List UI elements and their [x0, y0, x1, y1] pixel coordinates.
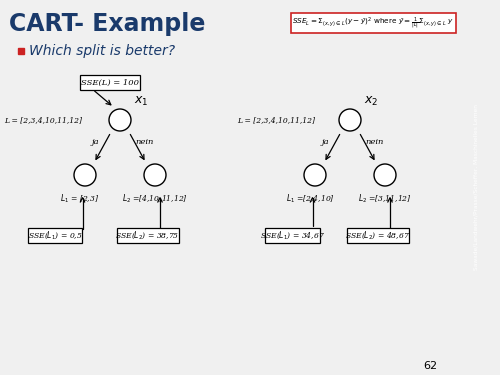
Text: $L_2$ =[3,11,12]: $L_2$ =[3,11,12]: [358, 192, 412, 205]
Text: SSE($L_2$) = 48,67: SSE($L_2$) = 48,67: [345, 229, 410, 241]
Text: Which split is better?: Which split is better?: [29, 44, 175, 58]
Circle shape: [74, 164, 96, 186]
Text: $L_1$ =[2,4,10]: $L_1$ =[2,4,10]: [286, 192, 335, 205]
FancyBboxPatch shape: [346, 228, 408, 243]
Text: CART- Example: CART- Example: [9, 12, 205, 36]
Text: SSE($L_1$) = 34,67: SSE($L_1$) = 34,67: [260, 229, 325, 241]
Circle shape: [109, 109, 131, 131]
Text: $SSE_L = \Sigma_{(x,y) \in L}(y - \bar{y})^2$$\mathrm{\ where\ } \bar{y} = \frac: $SSE_L = \Sigma_{(x,y) \in L}(y - \bar{y…: [292, 15, 454, 31]
Text: SSE($L_2$) = 38,75: SSE($L_2$) = 38,75: [116, 229, 180, 241]
Text: ja: ja: [321, 138, 329, 146]
Circle shape: [339, 109, 361, 131]
Text: $L_1$ = [2,3]: $L_1$ = [2,3]: [60, 192, 100, 205]
FancyBboxPatch shape: [116, 228, 178, 243]
Text: SSE($L_1$) = 0,5: SSE($L_1$) = 0,5: [28, 229, 82, 241]
Text: $x_2$: $x_2$: [364, 95, 378, 108]
Text: SSE(L) = 100: SSE(L) = 100: [81, 78, 139, 87]
Text: 62: 62: [423, 361, 437, 371]
Circle shape: [304, 164, 326, 186]
FancyBboxPatch shape: [28, 228, 82, 243]
Bar: [18, 48, 24, 54]
Circle shape: [144, 164, 166, 186]
Text: Sawade/Landwehr/Prasse/Scheffer, Maschinelles Lernen: Sawade/Landwehr/Prasse/Scheffer, Maschin…: [474, 105, 479, 270]
Text: $x_1$: $x_1$: [134, 95, 148, 108]
Text: nein: nein: [366, 138, 384, 146]
FancyBboxPatch shape: [265, 228, 320, 243]
Text: L = [2,3,4,10,11,12]: L = [2,3,4,10,11,12]: [238, 116, 316, 124]
Circle shape: [374, 164, 396, 186]
FancyBboxPatch shape: [80, 75, 140, 90]
Text: nein: nein: [136, 138, 154, 146]
Text: L = [2,3,4,10,11,12]: L = [2,3,4,10,11,12]: [4, 116, 82, 124]
Text: ja: ja: [91, 138, 99, 146]
Text: $L_2$ =[4,10,11,12]: $L_2$ =[4,10,11,12]: [122, 192, 188, 205]
